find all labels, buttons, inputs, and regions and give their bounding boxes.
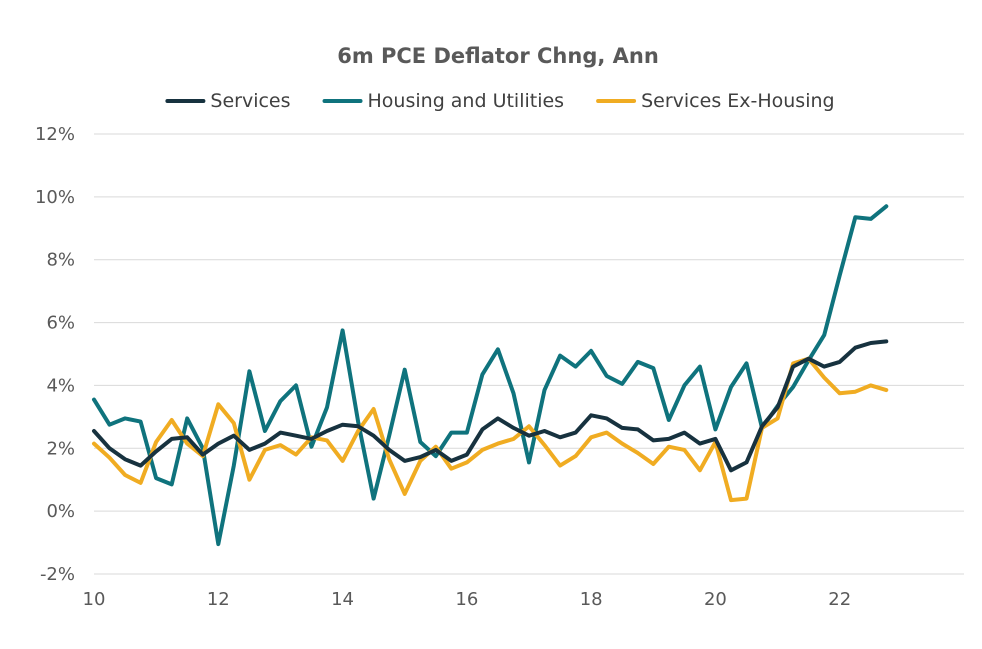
x-tick-label: 10: [83, 589, 106, 610]
x-axis: 10 12 14 16 18 20 22: [83, 589, 852, 610]
legend-item-services-ex-housing: Services Ex-Housing: [596, 90, 835, 112]
x-tick-label: 14: [331, 589, 354, 610]
y-tick-label: 8%: [46, 250, 75, 271]
legend: Services Housing and Utilities Services Ex…: [165, 90, 835, 112]
legend-label: Housing and Utilities: [368, 90, 565, 112]
plot-area: [92, 204, 889, 547]
legend-label: Services Ex-Housing: [641, 90, 835, 112]
series-line-services-ex-housing: [92, 356, 889, 503]
x-tick-label: 16: [455, 589, 478, 610]
series-line-services: [92, 339, 889, 473]
y-tick-label: 4%: [46, 375, 75, 396]
y-tick-label: 10%: [35, 187, 75, 208]
y-tick-label: 12%: [35, 124, 75, 145]
y-axis: -2% 0% 2% 4% 6% 8% 10% 12%: [35, 124, 75, 585]
y-tick-label: 2%: [46, 438, 75, 459]
x-tick-label: 12: [207, 589, 230, 610]
legend-label: Services: [210, 90, 290, 112]
y-tick-label: -2%: [40, 564, 75, 585]
legend-item-services: Services: [165, 90, 291, 112]
series-line-housing-and-utilities: [92, 204, 889, 547]
x-tick-label: 18: [580, 589, 603, 610]
y-tick-label: 6%: [46, 313, 75, 334]
y-tick-label: 0%: [46, 501, 75, 522]
x-tick-label: 20: [704, 589, 727, 610]
chart-title: 6m PCE Deflator Chng, Ann: [337, 44, 659, 68]
legend-item-housing-and-utilities: Housing and Utilities: [322, 90, 565, 112]
x-tick-label: 22: [828, 589, 851, 610]
